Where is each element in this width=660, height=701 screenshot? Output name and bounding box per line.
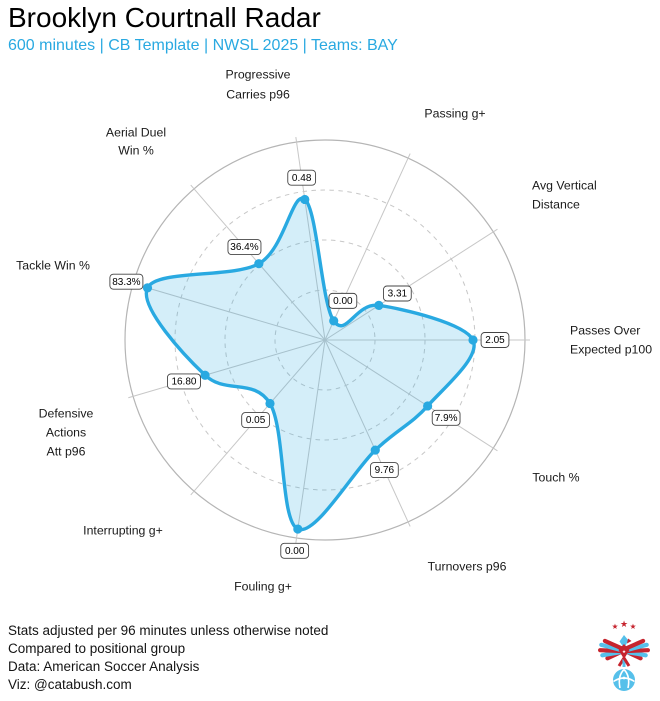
axis-label: Touch %: [532, 470, 579, 484]
value-badge-box: [480, 332, 510, 348]
axis-label: Interrupting g+: [83, 523, 163, 537]
page-subtitle: 600 minutes | CB Template | NWSL 2025 | …: [8, 37, 398, 54]
axis-label: Fouling g+: [234, 579, 292, 593]
svg-text:★: ★: [622, 649, 627, 654]
value-badge-text: 16.80: [171, 377, 196, 388]
axis-spoke: [324, 339, 411, 527]
value-badge-box: [382, 285, 412, 302]
value-badge: 83.3%: [109, 273, 144, 290]
axis-spoke: [128, 281, 326, 341]
svg-text:★: ★: [612, 622, 619, 631]
logo-stars: ★ ★ ★: [612, 619, 637, 631]
logo-soccer-ball: [613, 668, 635, 691]
value-badge: 3.31: [382, 285, 412, 302]
value-badge-text: 7.9%: [435, 413, 458, 424]
value-badge: 0.00: [328, 292, 358, 309]
value-badge-text: 0.00: [285, 546, 305, 557]
value-badge: 16.80: [167, 373, 201, 390]
footer-line: Data: American Soccer Analysis: [8, 659, 200, 674]
value-badge-text: 36.4%: [230, 242, 258, 253]
page-title: Brooklyn Courtnall Radar: [8, 2, 321, 33]
data-point: [300, 194, 310, 205]
value-badge-box: [241, 412, 270, 429]
value-badge-text: 3.31: [388, 289, 408, 300]
value-badge-box: [109, 273, 144, 290]
data-point: [423, 401, 433, 411]
axis-label: Aerial Duel Win %: [106, 125, 166, 157]
axis-spoke: [324, 228, 498, 341]
axis-label: Passes Over Expected p100: [570, 323, 652, 356]
axis-spoke: [128, 339, 326, 399]
data-point: [200, 370, 210, 380]
footer-line: Viz: @catabush.com: [8, 677, 132, 692]
value-badge: 7.9%: [431, 409, 461, 426]
data-point: [293, 524, 303, 534]
value-badge-text: 9.76: [375, 465, 395, 476]
data-point: [468, 335, 478, 345]
team-logo: ★ ★ ★ ★: [598, 619, 650, 691]
axis-label: Defensive Actions Att p96: [39, 406, 94, 458]
value-badge-box: [431, 409, 461, 426]
svg-text:★: ★: [620, 619, 628, 629]
data-point: [329, 316, 339, 326]
data-point: [265, 398, 275, 409]
value-badge-text: 2.05: [485, 335, 505, 346]
data-point: [374, 300, 384, 311]
axis-label: Turnovers p96: [428, 559, 507, 573]
data-point: [254, 259, 264, 269]
axis-label: Passing g+: [424, 106, 485, 120]
value-badge: 0.05: [241, 412, 270, 429]
value-badge: 2.05: [480, 332, 510, 348]
value-badge-text: 0.00: [333, 296, 353, 307]
value-badge-box: [280, 542, 310, 559]
value-badge-box: [370, 462, 399, 479]
value-badge: 0.00: [280, 542, 310, 559]
footer-line: Stats adjusted per 96 minutes unless oth…: [8, 623, 329, 638]
logo-eagle-wings: [598, 638, 650, 661]
axis-label: Avg Vertical Distance: [532, 178, 597, 211]
axis-label: Tackle Win %: [16, 258, 90, 272]
value-badge: 36.4%: [227, 239, 262, 255]
header: Brooklyn Courtnall Radar 600 minutes | C…: [8, 2, 398, 55]
value-badge: 0.48: [287, 169, 317, 186]
value-badge-box: [167, 373, 201, 390]
radar-chart: 0.48 0.00 3.31 2.05 7.9% 9.76 0.00 0.05 16.80 83.…: [16, 67, 652, 593]
svg-text:★: ★: [630, 622, 637, 631]
axis-label: Progressive Carries p96: [226, 67, 291, 101]
footer-line: Compared to positional group: [8, 641, 186, 656]
value-badge-box: [227, 239, 262, 255]
value-badge-text: 0.05: [246, 415, 266, 426]
value-badge-box: [328, 292, 358, 309]
radar-polygon: [144, 196, 476, 532]
axis-spoke: [324, 339, 498, 452]
value-badge-text: 83.3%: [112, 277, 140, 288]
value-badge: 9.76: [370, 462, 399, 479]
data-point: [142, 283, 153, 293]
data-point: [370, 445, 380, 455]
footer-notes: Stats adjusted per 96 minutes unless oth…: [8, 622, 328, 694]
logo-eagle-body: ★: [617, 635, 632, 667]
axis-spoke: [295, 339, 326, 543]
value-badge-box: [287, 169, 317, 186]
value-badge-text: 0.48: [292, 173, 312, 184]
axis-spoke: [324, 153, 411, 341]
